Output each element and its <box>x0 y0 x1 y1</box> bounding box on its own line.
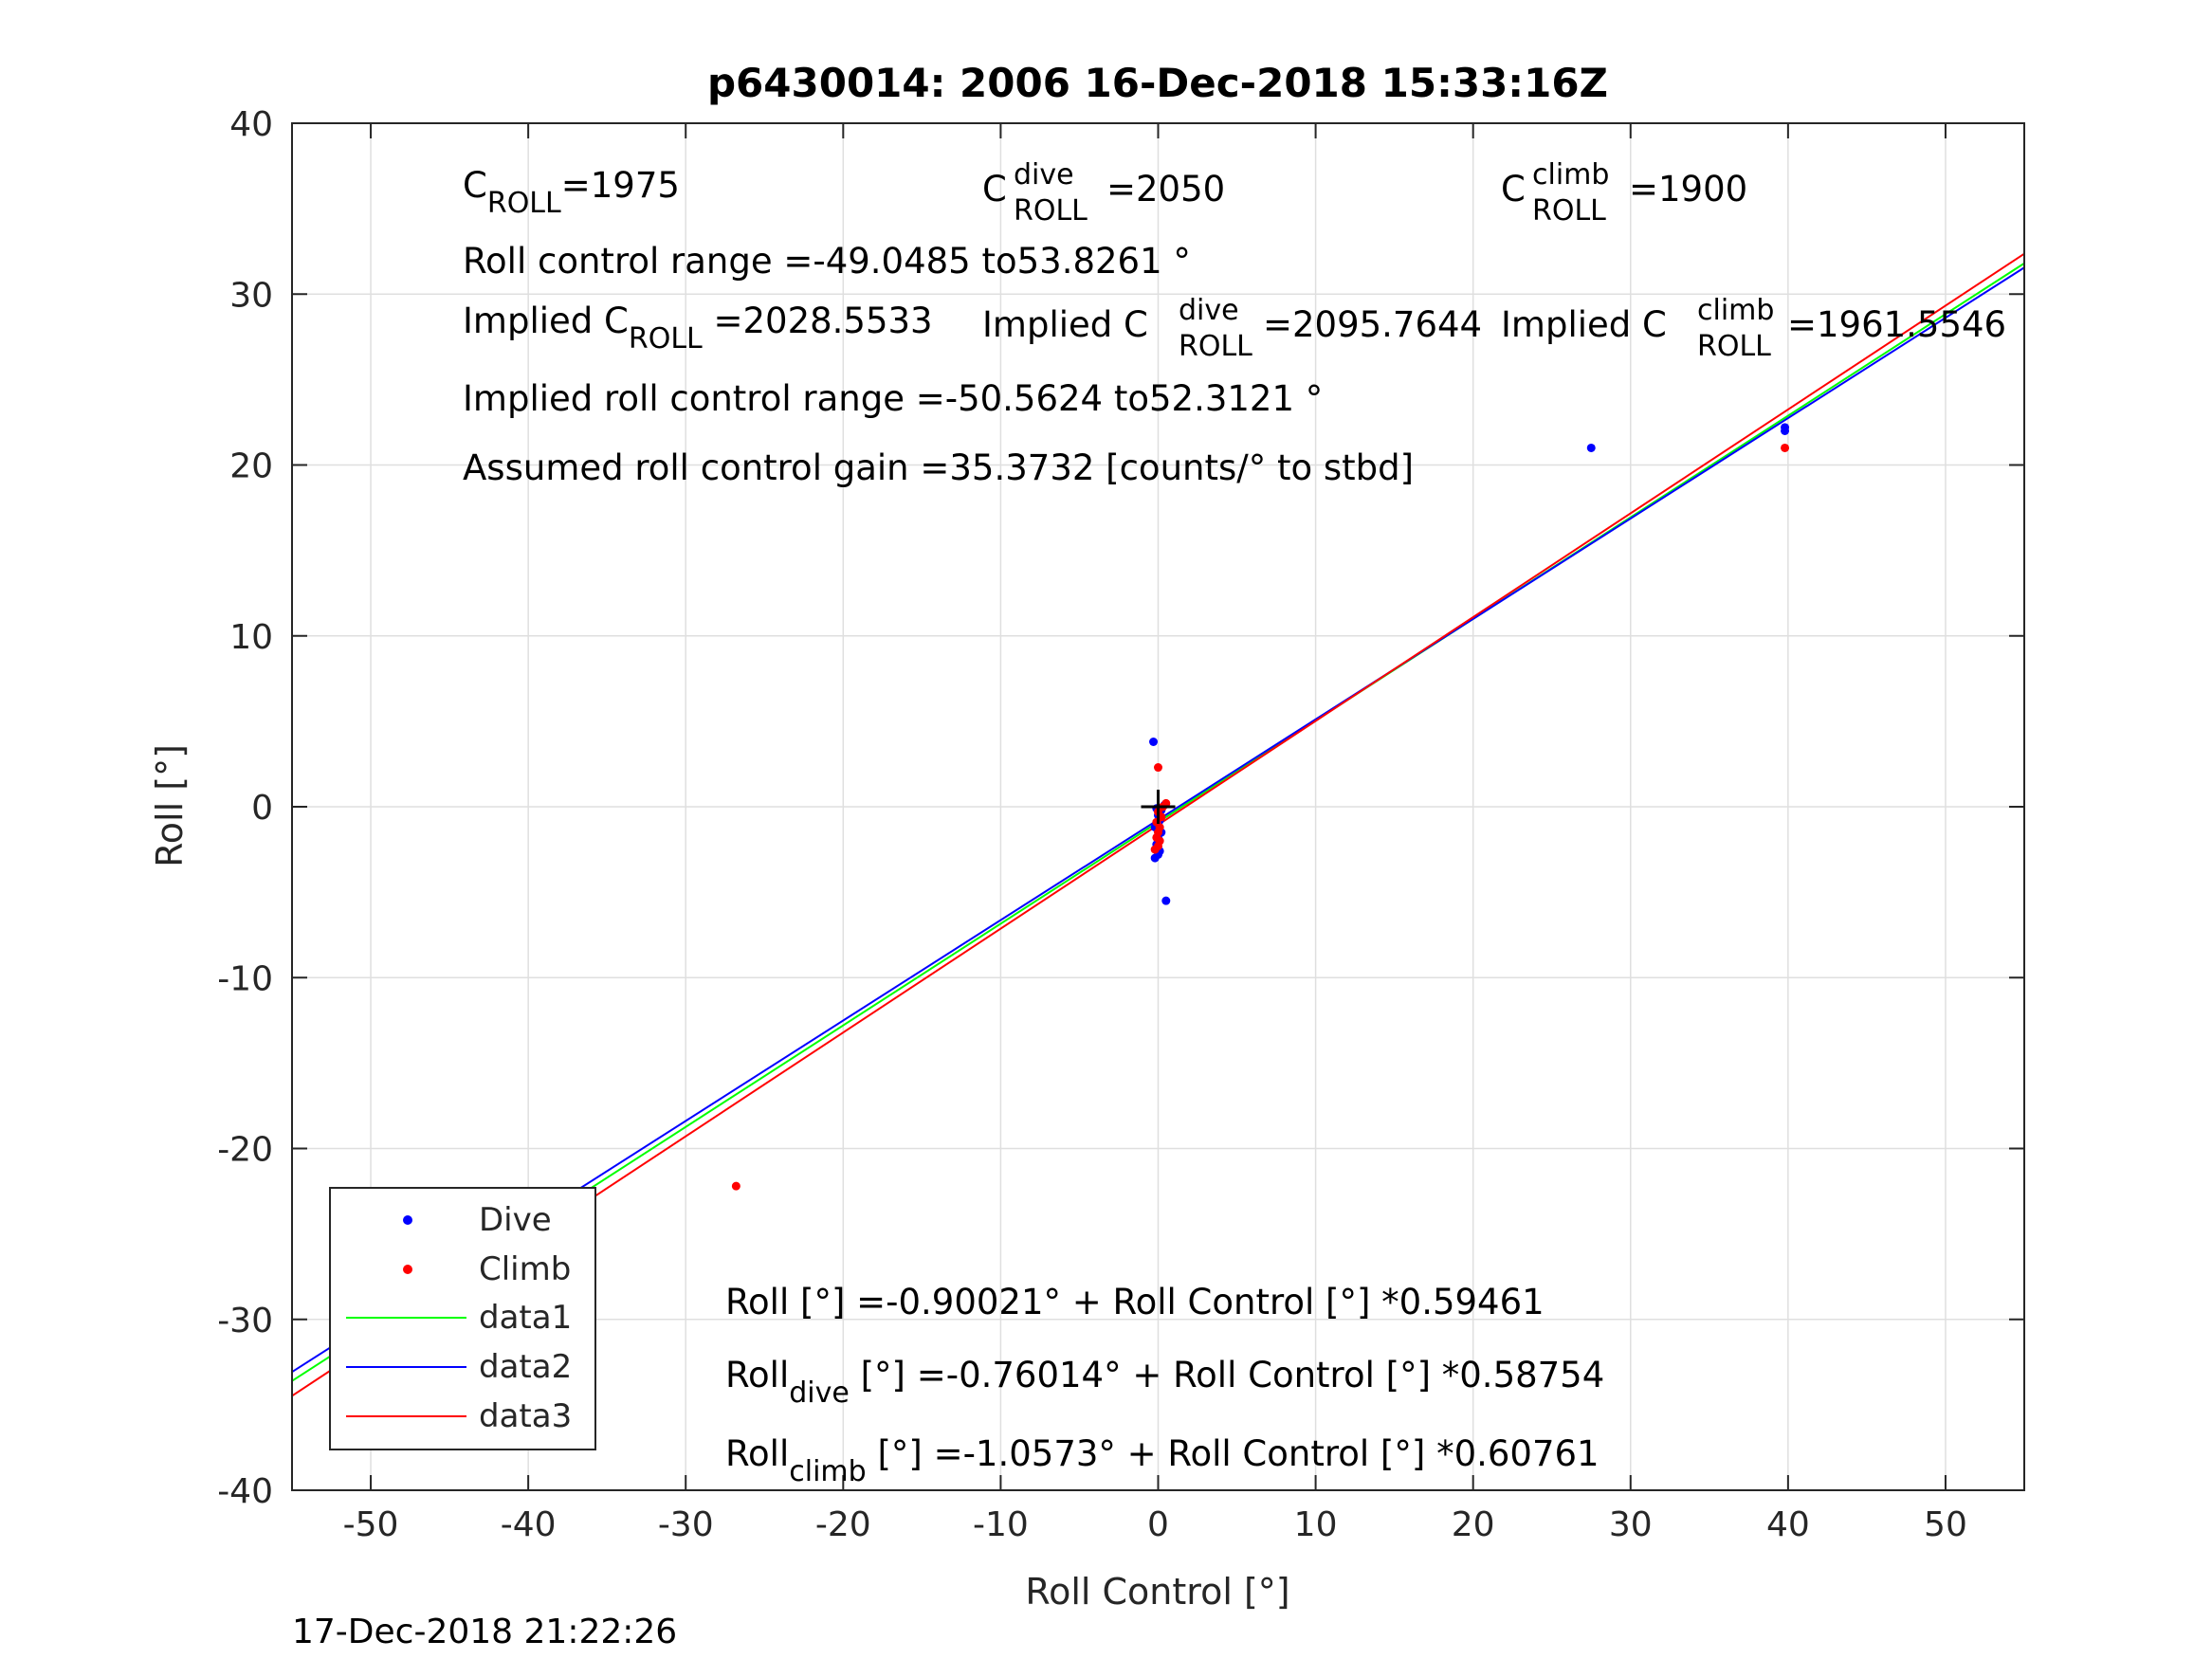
c-roll-dive-annotation: C <box>982 169 1007 210</box>
x-tick-label: 50 <box>1924 1505 1967 1544</box>
legend-climb-label: Climb <box>479 1250 571 1288</box>
implied-c-roll-annotation: Implied CROLL =2028.5533 <box>463 301 933 356</box>
x-tick-label: -20 <box>815 1505 871 1544</box>
c-roll-climb-sup: climb <box>1532 158 1609 191</box>
annotations: CROLL=1975 C dive ROLL =2050 C climb ROL… <box>463 158 2006 1488</box>
implied-c-roll-dive-sup: dive <box>1179 294 1239 327</box>
y-tick-label: 10 <box>229 618 273 657</box>
chart-title: p6430014: 2006 16-Dec-2018 15:33:16Z <box>707 60 1608 106</box>
axis-ticks: -50 -40 -30 -20 -10 0 10 20 30 40 50 -40 -30 -20 -10 0 1… <box>217 105 2024 1544</box>
implied-roll-control-range: Implied roll control range =-50.5624 to5… <box>463 378 1323 419</box>
y-tick-label: 30 <box>229 276 273 315</box>
origin-marker <box>1141 790 1176 824</box>
y-tick-label: 0 <box>251 789 273 828</box>
x-tick-label: -30 <box>658 1505 714 1544</box>
x-tick-label: -10 <box>973 1505 1029 1544</box>
assumed-gain: Assumed roll control gain =35.3732 [coun… <box>463 447 1414 488</box>
implied-c-roll-climb-sup: climb <box>1697 294 1774 327</box>
dive-point <box>1161 896 1171 905</box>
climb-point <box>1154 763 1162 773</box>
x-tick-label: 0 <box>1147 1505 1169 1544</box>
x-tick-label: 20 <box>1452 1505 1495 1544</box>
c-roll-dive-value: =2050 <box>1106 169 1225 210</box>
y-tick-label: 20 <box>229 447 273 486</box>
y-tick-label: 40 <box>229 105 273 144</box>
y-tick-label: -20 <box>217 1131 273 1170</box>
legend-climb-marker <box>403 1265 412 1274</box>
dive-point <box>1586 443 1596 452</box>
implied-c-roll-dive-value: =2095.7644 <box>1263 304 1482 345</box>
legend: Dive Climb data1 data2 data3 <box>329 1187 596 1450</box>
implied-c-roll-dive-prefix: Implied C <box>982 304 1148 345</box>
c-roll-climb-value: =1900 <box>1629 169 1747 210</box>
y-tick-label: -40 <box>217 1472 273 1511</box>
implied-c-roll-climb-sub: ROLL <box>1697 330 1771 363</box>
legend-data1-label: data1 <box>479 1299 572 1337</box>
equation-dive: Rolldive [°] =-0.76014° + Roll Control [… <box>725 1355 1604 1410</box>
c-roll-dive-sub: ROLL <box>1014 194 1088 228</box>
y-tick-label: -10 <box>217 959 273 998</box>
x-tick-label: 30 <box>1609 1505 1653 1544</box>
dive-point <box>1149 738 1159 747</box>
dive-point <box>1781 426 1790 435</box>
equation-all: Roll [°] =-0.90021° + Roll Control [°] *… <box>725 1282 1545 1322</box>
implied-c-roll-climb-value: =1961.5546 <box>1787 304 2006 345</box>
x-tick-label: 10 <box>1294 1505 1338 1544</box>
legend-data2-label: data2 <box>479 1348 572 1386</box>
x-tick-label: -50 <box>343 1505 399 1544</box>
legend-dive-label: Dive <box>479 1201 552 1239</box>
climb-point <box>1781 443 1790 452</box>
footer-timestamp: 17-Dec-2018 21:22:26 <box>292 1613 677 1651</box>
x-axis-label: Roll Control [°] <box>1025 1571 1289 1613</box>
y-tick-label: -30 <box>217 1302 273 1340</box>
c-roll-annotation: CROLL=1975 <box>463 165 680 220</box>
legend-data3-label: data3 <box>479 1397 572 1435</box>
implied-c-roll-climb-prefix: Implied C <box>1501 304 1667 345</box>
climb-point <box>731 1181 740 1191</box>
equation-climb: Rollclimb [°] =-1.0573° + Roll Control [… <box>725 1433 1600 1488</box>
implied-c-roll-dive-sub: ROLL <box>1179 330 1252 363</box>
c-roll-climb-annotation: C <box>1501 169 1526 210</box>
roll-control-range: Roll control range =-49.0485 to53.8261 ° <box>463 241 1191 282</box>
legend-dive-marker <box>403 1215 412 1225</box>
c-roll-dive-sup: dive <box>1014 158 1074 191</box>
y-axis-label: Roll [°] <box>149 744 191 867</box>
x-tick-label: 40 <box>1766 1505 1810 1544</box>
c-roll-climb-sub: ROLL <box>1532 194 1606 228</box>
x-tick-label: -40 <box>501 1505 557 1544</box>
